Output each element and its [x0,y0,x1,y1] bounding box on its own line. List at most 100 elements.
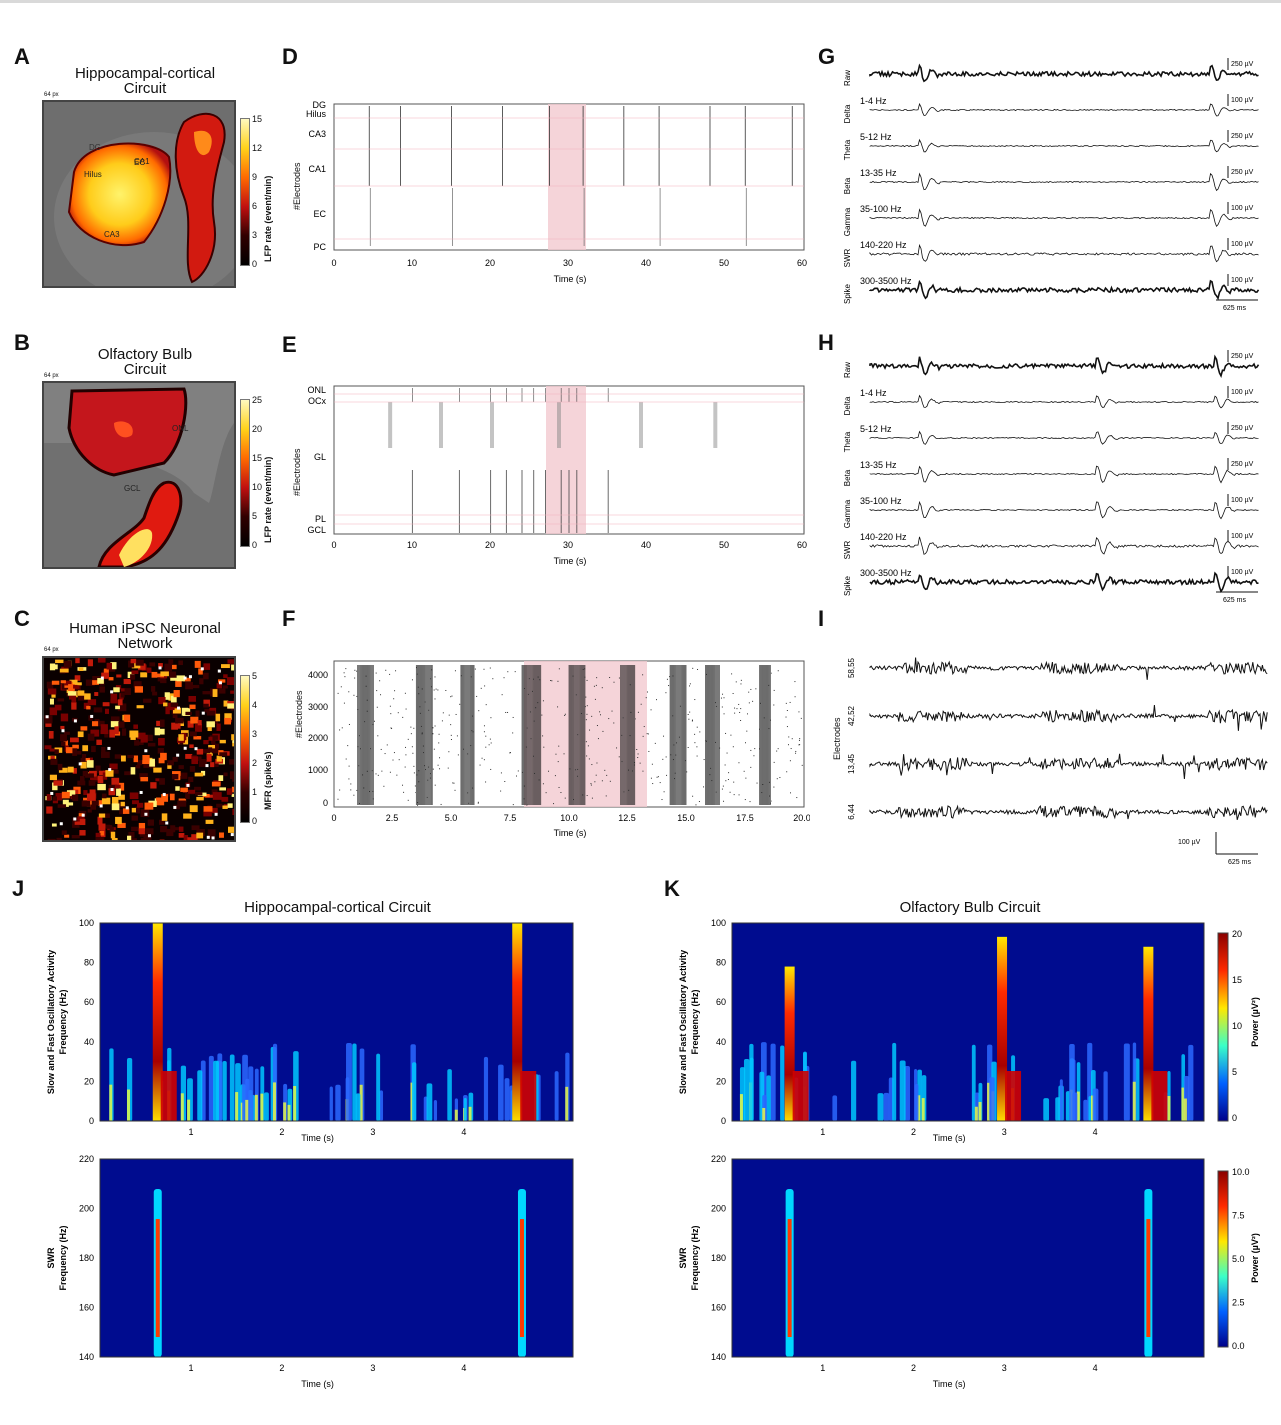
panel-e-region-4: GCL [307,525,326,535]
spike-dot [447,767,449,769]
spike-dot [353,694,355,696]
spike-dot [581,712,583,714]
heat-cell [111,803,120,811]
spectrogram-blob [498,1064,504,1121]
heat-cell [60,680,66,684]
spectrogram-blob [376,1053,381,1121]
heat-cell [92,676,101,684]
spike-dot [689,711,691,713]
heat-cell [46,794,52,801]
spike-dot [710,767,712,769]
spike-dot [633,764,635,766]
spectrogram-blob [355,1093,361,1121]
spectrogram-bot-ytick: 140 [79,1352,94,1362]
spike-dot [472,787,474,789]
trace-line [869,102,1259,117]
spike-dot [428,766,430,768]
spectrogram-blob [180,1093,184,1121]
spike-dot [725,780,727,782]
heat-cell [207,834,216,839]
spike-dot [595,774,597,776]
trace-row-name: SWR [843,248,852,267]
spike-dot [572,799,574,801]
spike-dot [523,785,525,787]
panel-g-traces: Raw 250 µV Delta 1-4 Hz 100 µV Theta 5-12 Hz 25… [843,58,1260,312]
heat-cell [77,731,84,738]
spike-dot [564,713,566,715]
heat-hotspot [200,667,204,671]
heat-cell [102,702,110,707]
heat-cell [232,777,234,782]
heat-cell [91,745,96,753]
spike-dot [500,790,502,792]
heat-cell [216,755,222,762]
spike-dot [341,727,343,729]
trace-band-label: 13-35 Hz [860,460,897,470]
spike-dot [636,749,638,751]
heat-cell [124,688,131,696]
heat-cell [129,792,139,800]
spike-dot [416,673,418,675]
heat-cell [155,673,164,678]
spectrogram-ylabel: Frequency (Hz) [690,1225,700,1290]
vertical-scale-label: 100 µV [1231,569,1254,576]
spike-dot [734,712,736,714]
spectrogram-event-tail [1005,1071,1022,1121]
spike-dot [654,742,656,744]
spike-dot [542,783,544,785]
heat-hotspot [158,666,162,670]
panel-letter-k: K [664,876,680,901]
spectrogram-blob [1083,1099,1088,1121]
spectrogram-event [1143,946,1154,1121]
heat-cell [203,806,213,812]
spike-dot [588,758,590,760]
vertical-scale-label: 250 µV [1231,169,1254,176]
colorbar-tick: 5 [1232,1067,1237,1077]
spike-dot [530,738,532,740]
heat-cell [49,698,54,705]
heat-cell [218,775,224,781]
heat-cell [57,698,65,702]
heat-cell [74,675,81,681]
heat-cell [99,686,105,693]
spike-dot [740,683,742,685]
spike-dot [773,786,775,788]
spike-dot [586,705,588,707]
heat-cell [172,771,181,776]
spike-dot [584,676,586,678]
spike-dot [575,694,577,696]
spike-dot [759,728,761,730]
panel-e-spikes [334,388,805,533]
spectrogram-blob [283,1102,287,1121]
spike-dot [770,800,772,802]
panel-a-cbar-tick-4: 3 [252,230,258,240]
spike-dot [768,684,770,686]
heat-cell [203,672,209,680]
spike-dot [785,702,787,704]
spectrogram-blob [974,1106,978,1121]
heat-cell [120,755,126,762]
heat-cell [105,770,114,777]
spike-dot [628,789,630,791]
heat-cell [143,698,152,703]
panel-a-scale-label: 64 px [44,92,59,98]
heat-cell [160,752,167,761]
electrode-trace [869,804,1268,820]
heat-cell [129,838,137,840]
heat-cell [77,750,82,755]
heat-cell [114,726,119,735]
spike-dot [791,738,793,740]
spectrogram-blob [329,1086,333,1121]
heat-cell [161,794,169,802]
spectrogram-event [784,966,795,1121]
spike-dot [746,713,748,715]
heat-cell [201,749,211,754]
spike-dot [477,802,479,804]
heat-cell [80,726,88,731]
spike-dot [651,763,653,765]
trace-row-name: Delta [843,396,852,415]
spike-dot [790,748,792,750]
heat-cell [207,829,216,836]
spike-dot [357,746,359,748]
heat-hotspot [61,729,65,733]
